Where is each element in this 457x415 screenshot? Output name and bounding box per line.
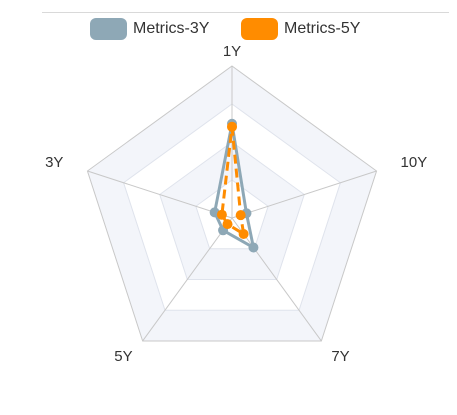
legend-item-metrics-5y[interactable]: Metrics-5Y (241, 17, 360, 41)
axis-line-3y (87, 170, 233, 219)
axis-line-10y (231, 170, 377, 219)
legend-swatch-metrics-3y (90, 18, 127, 40)
axis-label-5y: 5Y (114, 348, 132, 365)
legend-label-metrics-5y: Metrics-5Y (284, 20, 361, 37)
series-line-metrics-5y (220, 125, 246, 236)
legend-label-metrics-3y: Metrics-3Y (133, 20, 210, 37)
legend-swatch-metrics-5y (241, 18, 278, 40)
radar-grid (86, 65, 378, 342)
legend-item-metrics-3y[interactable]: Metrics-3Y (90, 17, 209, 41)
radar-axis-labels: 1Y 10Y 7Y 5Y 3Y (45, 43, 427, 365)
point-metrics-3y-7y[interactable] (248, 242, 259, 253)
point-metrics-5y-7y[interactable] (238, 228, 249, 239)
axis-label-1y: 1Y (223, 43, 241, 60)
grid-ring-2 (159, 141, 305, 280)
grid-ring-3 (122, 103, 342, 311)
point-metrics-5y-3y[interactable] (216, 209, 227, 220)
axis-line-7y (231, 217, 322, 342)
axis-label-7y: 7Y (331, 348, 349, 365)
axis-label-3y: 3Y (45, 154, 63, 171)
grid-ring-1 (195, 179, 269, 250)
radar-series (209, 118, 259, 253)
grid-ring-4 (86, 65, 378, 342)
chart-legend: Metrics-3Y Metrics-5Y (0, 17, 457, 41)
point-metrics-5y-1y[interactable] (227, 121, 237, 132)
point-metrics-5y-5y[interactable] (222, 219, 233, 230)
axis-line-5y (142, 217, 233, 342)
axis-label-10y: 10Y (401, 154, 428, 171)
series-line-metrics-3y (213, 122, 255, 250)
point-metrics-5y-10y[interactable] (235, 210, 246, 221)
top-divider (42, 12, 449, 13)
